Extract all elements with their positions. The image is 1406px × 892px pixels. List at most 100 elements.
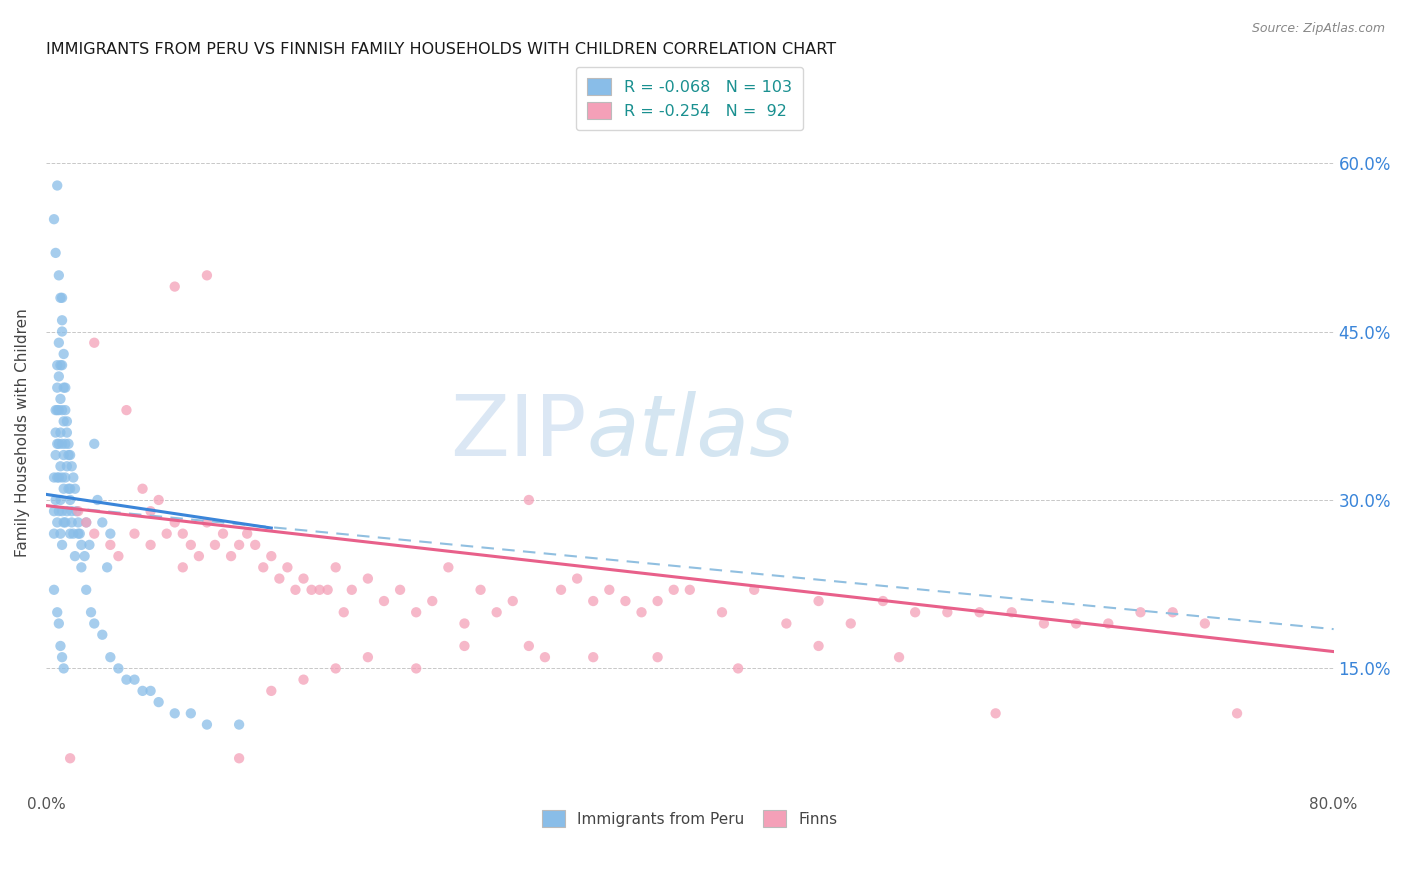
Point [52,414,75,428]
Point [51,504,73,518]
Point [139,504,162,518]
Point [83,437,105,451]
Point [647,650,669,665]
Point [58,437,80,451]
Point [69,526,91,541]
Point [45,403,67,417]
Point [1194,616,1216,631]
Point [52,347,75,361]
Point [59,448,82,462]
Point [46,437,69,451]
Point [453,639,475,653]
Point [56,504,79,518]
Point [1097,616,1119,631]
Point [98,538,121,552]
Point [49,291,72,305]
Point [49,425,72,440]
Point [969,605,991,619]
Point [172,526,194,541]
Point [49,358,72,372]
Point [51,325,73,339]
Point [115,673,138,687]
Point [42,212,65,227]
Point [48,437,70,451]
Point [59,526,82,541]
Point [46,358,69,372]
Point [517,492,540,507]
Point [148,695,170,709]
Point [308,582,330,597]
Point [56,459,79,474]
Point [1161,605,1184,619]
Point [172,560,194,574]
Point [662,582,685,597]
Point [75,582,97,597]
Point [83,616,105,631]
Point [59,482,82,496]
Point [325,661,347,675]
Point [139,538,162,552]
Point [332,605,354,619]
Point [49,526,72,541]
Point [51,313,73,327]
Point [124,526,146,541]
Point [1129,605,1152,619]
Point [565,572,588,586]
Point [51,470,73,484]
Point [630,605,652,619]
Point [1032,616,1054,631]
Text: atlas: atlas [586,391,794,474]
Point [357,572,380,586]
Point [219,549,242,563]
Point [52,381,75,395]
Point [163,516,186,530]
Point [48,616,70,631]
Point [292,673,315,687]
Point [42,526,65,541]
Point [51,650,73,665]
Point [49,639,72,653]
Point [56,425,79,440]
Point [984,706,1007,721]
Point [389,582,412,597]
Point [63,549,86,563]
Point [52,482,75,496]
Point [325,560,347,574]
Point [45,246,67,260]
Text: ZIP: ZIP [450,391,586,474]
Point [83,526,105,541]
Point [405,661,427,675]
Point [727,661,749,675]
Point [53,516,76,530]
Point [582,594,605,608]
Point [52,516,75,530]
Point [60,516,83,530]
Point [887,650,910,665]
Point [48,335,70,350]
Point [59,751,82,765]
Point [80,605,103,619]
Point [86,492,108,507]
Point [96,560,118,574]
Point [49,392,72,406]
Point [52,448,75,462]
Point [405,605,427,619]
Point [46,381,69,395]
Point [53,470,76,484]
Point [470,582,492,597]
Point [187,549,209,563]
Point [45,492,67,507]
Point [437,560,460,574]
Point [204,538,226,552]
Point [46,178,69,193]
Point [252,560,274,574]
Point [46,516,69,530]
Point [679,582,702,597]
Point [647,594,669,608]
Legend: Immigrants from Peru, Finns: Immigrants from Peru, Finns [534,803,845,835]
Point [212,526,235,541]
Point [98,650,121,665]
Point [53,437,76,451]
Point [139,684,162,698]
Point [75,516,97,530]
